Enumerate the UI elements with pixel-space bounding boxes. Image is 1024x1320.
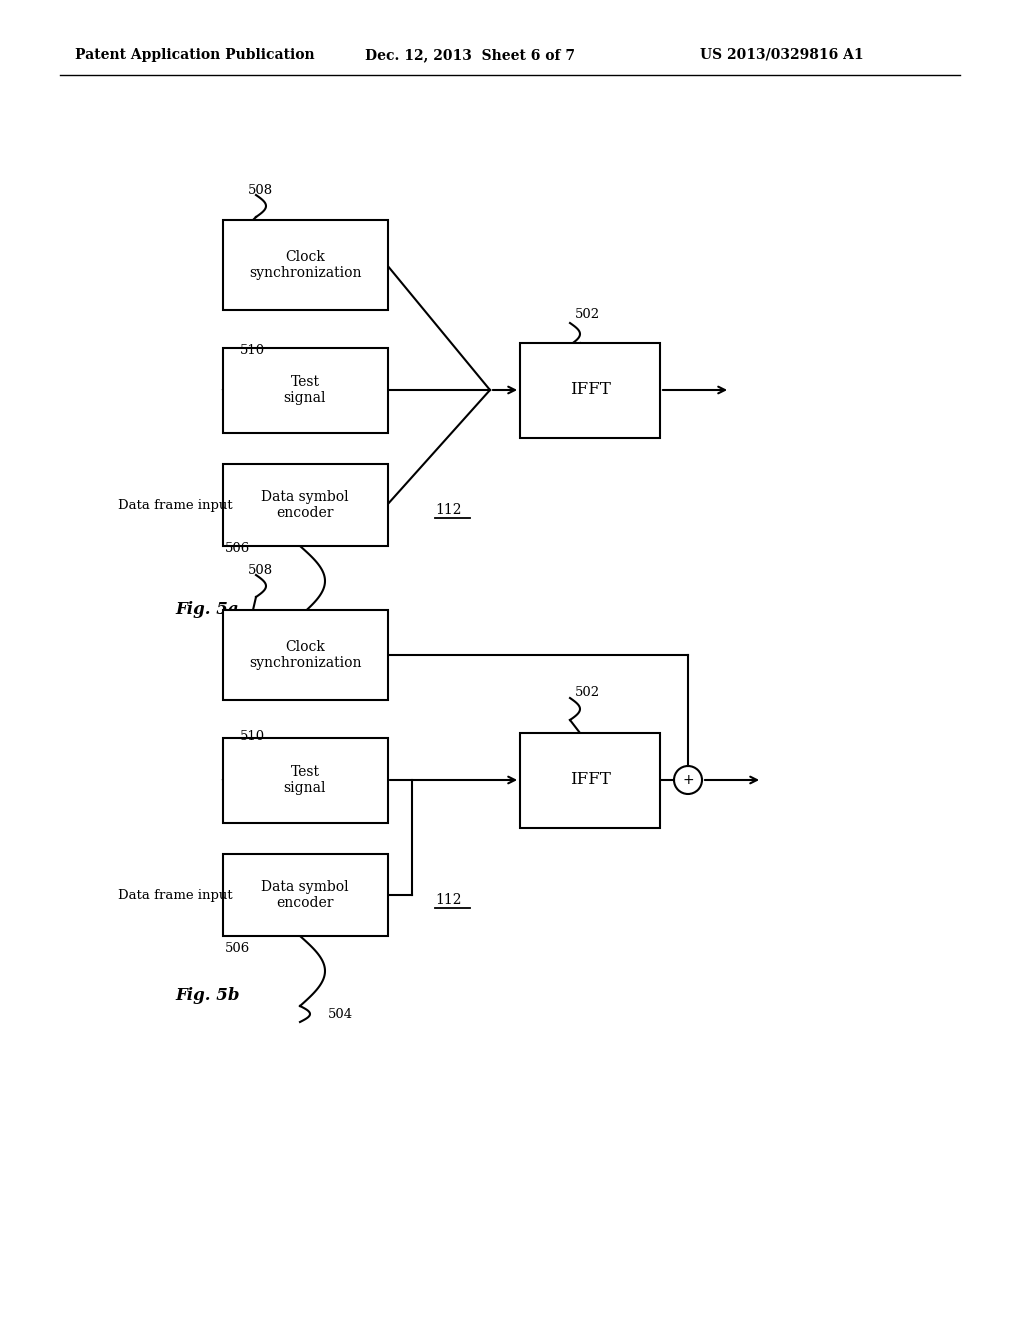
Text: 510: 510 — [240, 730, 265, 743]
Bar — [222, 220, 387, 310]
Bar — [222, 465, 387, 546]
Bar — [222, 738, 387, 822]
Text: Fig. 5b: Fig. 5b — [175, 987, 240, 1005]
Bar — [222, 610, 387, 700]
Text: Test
signal: Test signal — [284, 375, 327, 405]
Text: Data symbol
encoder: Data symbol encoder — [261, 880, 349, 909]
Text: Data symbol
encoder: Data symbol encoder — [261, 490, 349, 520]
Bar — [222, 854, 387, 936]
Text: 112: 112 — [435, 894, 462, 907]
Text: 504: 504 — [328, 618, 353, 631]
Text: Clock
synchronization: Clock synchronization — [249, 640, 361, 671]
Text: US 2013/0329816 A1: US 2013/0329816 A1 — [700, 48, 863, 62]
Text: Fig. 5a: Fig. 5a — [175, 602, 239, 619]
Text: 506: 506 — [225, 941, 250, 954]
Text: 112: 112 — [435, 503, 462, 517]
Text: Dec. 12, 2013  Sheet 6 of 7: Dec. 12, 2013 Sheet 6 of 7 — [365, 48, 575, 62]
Text: 506: 506 — [225, 541, 250, 554]
Text: Data frame input: Data frame input — [118, 499, 232, 511]
Bar — [222, 347, 387, 433]
Bar — [520, 342, 660, 437]
Text: IFFT: IFFT — [569, 771, 610, 788]
Text: 510: 510 — [240, 343, 265, 356]
Text: 508: 508 — [248, 564, 273, 577]
Text: 502: 502 — [575, 686, 600, 700]
Text: 502: 502 — [575, 309, 600, 322]
Text: IFFT: IFFT — [569, 381, 610, 399]
Text: Clock
synchronization: Clock synchronization — [249, 249, 361, 280]
Bar — [520, 733, 660, 828]
Text: Patent Application Publication: Patent Application Publication — [75, 48, 314, 62]
Text: +: + — [682, 774, 694, 787]
Text: Data frame input: Data frame input — [118, 888, 232, 902]
Text: Test
signal: Test signal — [284, 764, 327, 795]
Text: 504: 504 — [328, 1007, 353, 1020]
Text: 508: 508 — [248, 183, 273, 197]
